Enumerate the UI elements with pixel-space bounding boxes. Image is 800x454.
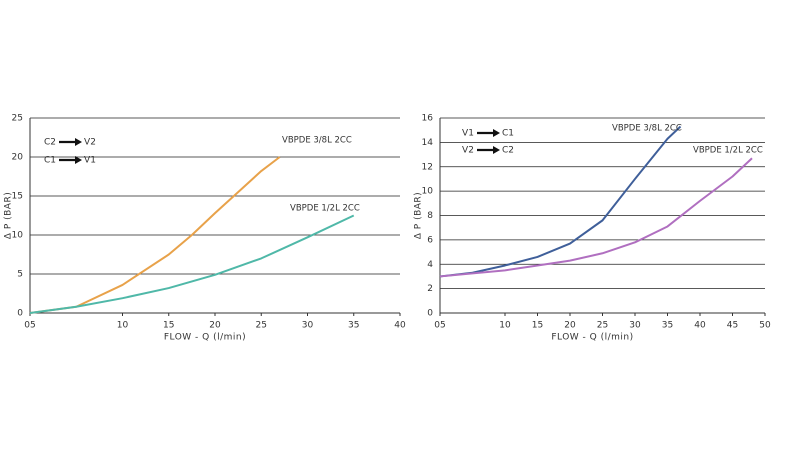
x-axis-title: FLOW - Q (l/min)	[164, 333, 246, 343]
x-tick-label: 10	[117, 321, 129, 331]
series-label: VBPDE 1/2L 2CC	[693, 146, 763, 156]
y-tick-label: 10	[422, 187, 434, 197]
x-axis-title: FLOW - Q (l/min)	[551, 333, 633, 343]
y-tick-label: 5	[17, 270, 23, 280]
x-tick-label: 10	[499, 321, 511, 331]
y-tick-label: 0	[17, 309, 23, 319]
x-tick-label: 30	[302, 321, 314, 331]
annotation-from: C2	[44, 138, 56, 148]
x-tick-label: 30	[629, 321, 641, 331]
y-axis-title: Δ P (BAR)	[4, 192, 14, 239]
annotation-arrowhead	[75, 156, 82, 164]
annotation-arrowhead	[75, 138, 82, 146]
y-tick-label: 6	[427, 235, 433, 245]
series-line	[439, 125, 682, 278]
y-tick-label: 8	[427, 211, 433, 221]
annotation-from: C1	[44, 156, 56, 166]
series-line	[439, 157, 753, 278]
x-tick-label: 15	[163, 321, 174, 331]
annotation-arrowhead	[493, 129, 500, 137]
y-tick-label: 16	[422, 114, 434, 124]
annotation-from: V1	[462, 129, 474, 139]
x-tick-label: 45	[727, 321, 738, 331]
y-tick-label: 25	[12, 114, 23, 124]
y-tick-label: 15	[12, 192, 23, 202]
series-label: VBPDE 3/8L 2CC	[612, 124, 682, 134]
annotation-arrowhead	[493, 146, 500, 154]
series-label: VBPDE 3/8L 2CC	[282, 136, 352, 146]
series-line	[29, 156, 281, 314]
x-tick-label: 50	[759, 321, 771, 331]
x-tick-label: 20	[209, 321, 221, 331]
x-tick-label: 25	[597, 321, 608, 331]
x-tick-label: 05	[24, 321, 35, 331]
annotation-to: C2	[502, 146, 514, 156]
annotation-to: V2	[84, 138, 96, 148]
x-tick-label: 35	[348, 321, 359, 331]
x-tick-label: 35	[662, 321, 673, 331]
y-tick-label: 14	[422, 138, 434, 148]
annotation-to: C1	[502, 129, 514, 139]
x-tick-label: 40	[394, 321, 406, 331]
y-tick-label: 20	[12, 153, 24, 163]
y-tick-label: 0	[427, 309, 433, 319]
x-tick-label: 05	[434, 321, 445, 331]
y-tick-label: 2	[427, 284, 433, 294]
series-label: VBPDE 1/2L 2CC	[290, 204, 360, 214]
annotation-to: V1	[84, 156, 96, 166]
x-tick-label: 15	[532, 321, 543, 331]
y-axis-title: Δ P (BAR)	[414, 192, 424, 239]
x-tick-label: 40	[694, 321, 706, 331]
series-line	[29, 214, 355, 314]
x-tick-label: 25	[256, 321, 267, 331]
annotation-from: V2	[462, 146, 474, 156]
y-tick-label: 10	[12, 231, 24, 241]
y-tick-label: 12	[422, 162, 433, 172]
x-tick-label: 20	[564, 321, 576, 331]
y-tick-label: 4	[427, 260, 433, 270]
